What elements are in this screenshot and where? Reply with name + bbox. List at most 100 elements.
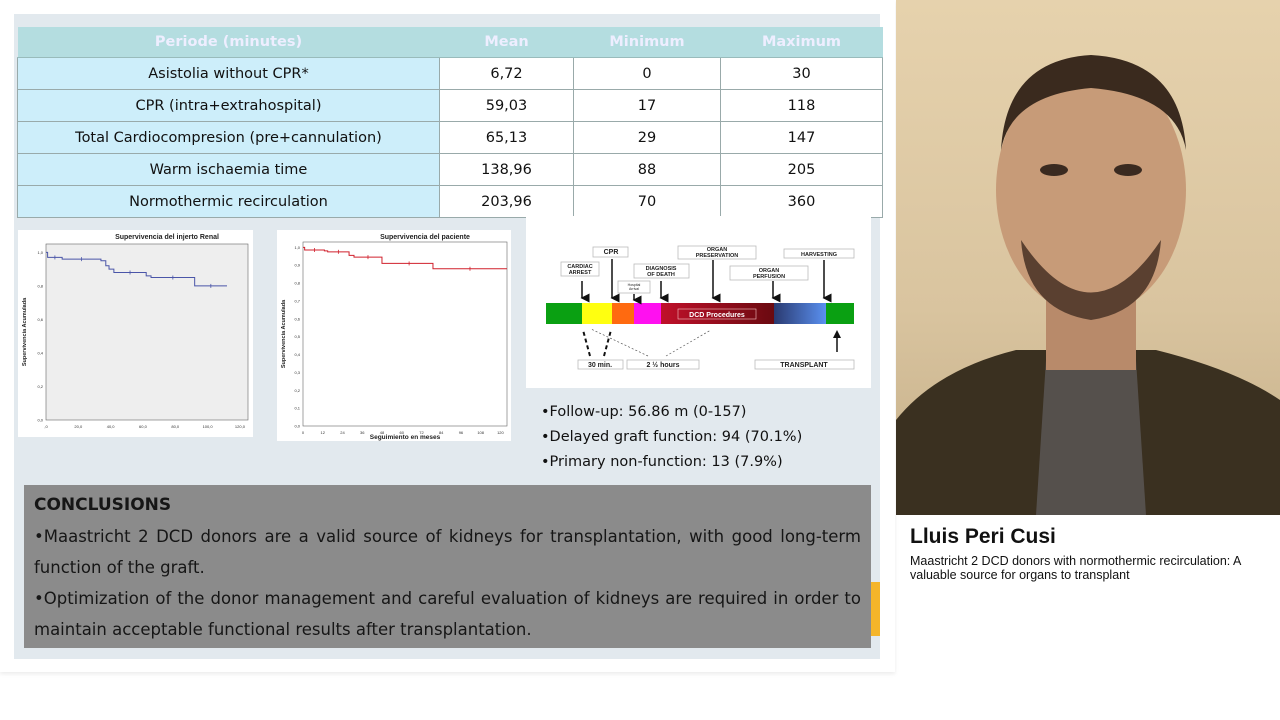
y-tick-label: 0,1	[294, 406, 300, 411]
bar-segment-orange	[612, 303, 634, 324]
y-tick-label: 0,4	[294, 352, 300, 357]
organ-perfusion-label: ORGAN PERFUSION	[753, 268, 785, 280]
x-tick-label: 0	[302, 430, 305, 435]
x-tick-label: 36	[360, 430, 365, 435]
accent-bar	[871, 582, 880, 636]
cell: Total Cardiocompresion (pre+cannulation)	[17, 121, 440, 154]
bar-segment-perfusion	[774, 303, 826, 324]
x-tick-label: 72	[419, 430, 424, 435]
x-tick-label: 60	[399, 430, 404, 435]
stat-primary-nonfunction: •Primary non-function: 13 (7.9%)	[541, 454, 783, 470]
col-mean: Mean	[439, 27, 574, 58]
cell: Normothermic recirculation	[17, 185, 440, 218]
chart-title: Supervivencia del injerto Renal	[115, 234, 219, 241]
bar-segment-green	[546, 303, 582, 324]
bar-segment-yellow	[582, 303, 612, 324]
table-row: Warm ischaemia time 138,96 88 205	[17, 153, 883, 186]
stats-list: •Follow-up: 56.86 m (0-157) •Delayed gra…	[541, 400, 802, 475]
two-half-hours-label: 2 ½ hours	[646, 361, 679, 369]
slide: Periode (minutes) Mean Minimum Maximum A…	[14, 14, 883, 659]
cell: Asistolia without CPR*	[17, 57, 440, 90]
bar-segment-magenta	[634, 303, 661, 324]
cell: 203,96	[439, 185, 574, 218]
x-tick-label: 24	[340, 430, 345, 435]
y-tick-label: 0,2	[37, 384, 43, 389]
cell: 205	[720, 153, 883, 186]
talk-title: Maastricht 2 DCD donors with normothermi…	[910, 554, 1241, 582]
speaker-portrait	[896, 55, 1280, 515]
y-tick-label: 1,0	[37, 250, 43, 255]
y-tick-label: 0,0	[294, 424, 300, 429]
transplant-label: TRANSPLANT	[780, 362, 828, 369]
cell: CPR (intra+extrahospital)	[17, 89, 440, 122]
x-axis-label: Seguimiento en meses	[370, 434, 441, 441]
speaker-video	[896, 0, 1280, 515]
cell: 6,72	[439, 57, 574, 90]
y-tick-label: 0,6	[37, 317, 43, 322]
stat-follow-up: •Follow-up: 56.86 m (0-157)	[541, 404, 747, 420]
survival-curve	[46, 251, 227, 287]
cell: 29	[573, 121, 721, 154]
y-axis-label: Supervivencia Acumulada	[281, 299, 287, 368]
conclusion-item: •Optimization of the donor management an…	[34, 589, 861, 639]
table-row: CPR (intra+extrahospital) 59,03 17 118	[17, 89, 883, 122]
x-tick-label: 12	[321, 430, 326, 435]
x-tick-label: 108	[477, 430, 484, 435]
cell: 0	[573, 57, 721, 90]
y-tick-label: 0,8	[37, 283, 43, 288]
cell: Warm ischaemia time	[17, 153, 440, 186]
table-row: Asistolia without CPR* 6,72 0 30	[17, 57, 883, 90]
hospital-arrival-label: Hospital Arrival	[628, 283, 641, 291]
x-tick-label: 96	[459, 430, 464, 435]
thirty-min-label: 30 min.	[588, 362, 612, 369]
y-tick-label: 0,3	[294, 370, 300, 375]
organ-preservation-label: ORGAN PRESERVATION	[696, 247, 739, 259]
cell: 30	[720, 57, 883, 90]
col-maximum: Maximum	[720, 27, 883, 58]
y-tick-label: 0,4	[37, 350, 43, 355]
x-tick-label: 84	[439, 430, 444, 435]
dcd-label: DCD Procedures	[689, 312, 745, 319]
x-tick-label: 80,0	[171, 424, 180, 429]
y-tick-label: 0,8	[294, 281, 300, 286]
y-tick-label: 1,0	[294, 245, 300, 250]
x-tick-label: 100,0	[203, 424, 214, 429]
chart-title: Supervivencia del paciente	[380, 234, 470, 241]
bar-segment-green-end	[826, 303, 854, 324]
harvesting-label: HARVESTING	[801, 252, 837, 258]
cell: 88	[573, 153, 721, 186]
y-tick-label: 0,5	[294, 334, 300, 339]
graft-survival-chart: Supervivencia del injerto Renal Supervive…	[18, 230, 253, 437]
survival-curve	[303, 246, 507, 270]
conclusion-item: •Maastricht 2 DCD donors are a valid sou…	[34, 527, 861, 577]
y-tick-label: 0,6	[294, 316, 300, 321]
table-row: Total Cardiocompresion (pre+cannulation)…	[17, 121, 883, 154]
plot-area	[45, 243, 249, 421]
x-tick-label: 20,0	[74, 424, 83, 429]
stat-delayed-graft: •Delayed graft function: 94 (70.1%)	[541, 429, 803, 445]
x-tick-label: ,0	[44, 424, 48, 429]
x-tick-label: 120,0	[235, 424, 246, 429]
x-tick-label: 40,0	[107, 424, 116, 429]
x-tick-label: 120	[497, 430, 504, 435]
dcd-timeline-diagram: DCD Procedures CARDIAC ARREST CPR Hospita…	[526, 216, 871, 388]
col-periode: Periode (minutes)	[17, 27, 440, 58]
cell: 360	[720, 185, 883, 218]
y-tick-label: 0,2	[294, 388, 300, 393]
y-tick-label: 0,0	[37, 418, 43, 423]
cell: 17	[573, 89, 721, 122]
x-tick-label: 48	[380, 430, 385, 435]
diagnosis-label: DIAGNOSIS OF DEATH	[646, 266, 677, 278]
speaker-name: Lluis Peri Cusi	[910, 525, 1056, 548]
patient-survival-chart: Supervivencia del paciente Supervivencia …	[277, 230, 511, 441]
cardiac-arrest-label: CARDIAC ARREST	[567, 264, 592, 276]
y-axis-label: Supervivencia Acumulada	[22, 297, 28, 366]
cell: 59,03	[439, 89, 574, 122]
cell: 118	[720, 89, 883, 122]
conclusions-box: CONCLUSIONS •Maastricht 2 DCD donors are…	[24, 485, 871, 648]
cell: 65,13	[439, 121, 574, 154]
cell: 138,96	[439, 153, 574, 186]
table-header: Periode (minutes) Mean Minimum Maximum	[17, 27, 883, 58]
cell: 70	[573, 185, 721, 218]
table-row: Normothermic recirculation 203,96 70 360	[17, 185, 883, 218]
